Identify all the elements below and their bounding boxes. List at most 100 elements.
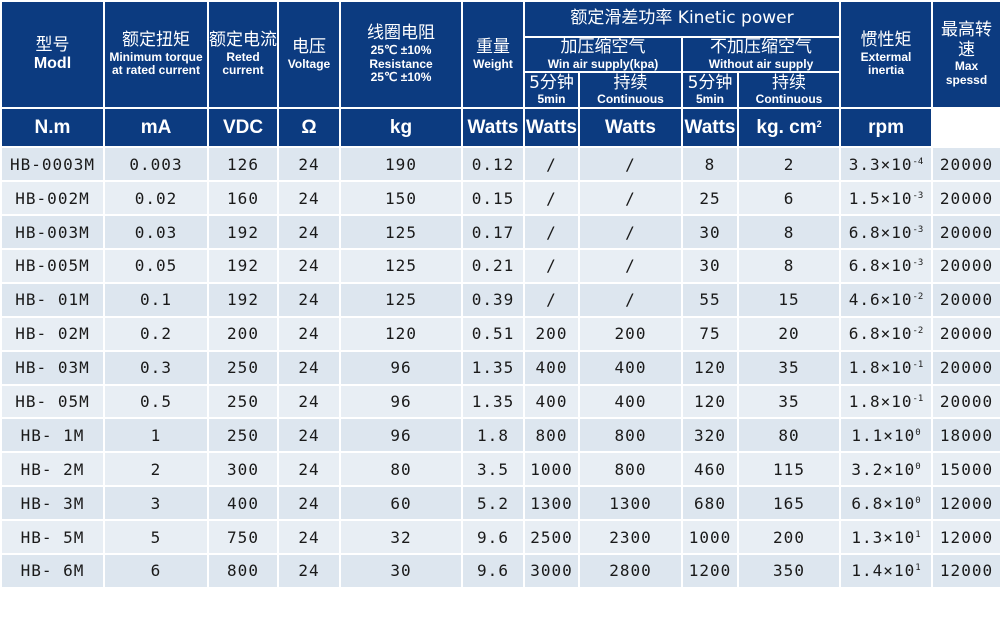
header-with-air-5min: 5分钟 5min: [523, 71, 580, 110]
cell-current: 800: [207, 553, 279, 589]
unit-with-air-continuous: Watts: [523, 107, 580, 149]
cell-model: HB- 03M: [0, 349, 105, 386]
header-without-air-continuous: 持续 Continuous: [736, 71, 842, 110]
table-row: HB-003M 0.03 192 24 125 0.17 / / 30 8 6.…: [0, 214, 1000, 251]
cell-with-air-5min: 400: [523, 383, 580, 420]
cell-without-air-5min: 1000: [681, 519, 739, 556]
cell-without-air-5min: 25: [681, 180, 739, 217]
table-row: HB- 2M 2 300 24 80 3.5 1000 800 460 115 …: [0, 451, 1000, 488]
cell-torque: 5: [103, 519, 209, 556]
cell-current: 126: [207, 146, 279, 183]
cell-without-air-5min: 320: [681, 417, 739, 454]
cell-inertia: 3.3×10-4: [839, 146, 934, 183]
cell-weight: 1.8: [461, 417, 525, 454]
cell-without-air-continuous: 80: [736, 417, 842, 454]
cell-model: HB- 6M: [0, 553, 105, 589]
cell-weight: 1.35: [461, 383, 525, 420]
cell-current: 192: [207, 281, 279, 318]
unit-inertia: kg. cm2: [736, 107, 842, 149]
cell-without-air-5min: 680: [681, 485, 739, 522]
header-without-air-5min: 5分钟 5min: [681, 71, 739, 110]
cell-torque: 3: [103, 485, 209, 522]
unit-speed: rpm: [839, 107, 934, 149]
cell-current: 300: [207, 451, 279, 488]
cell-model: HB- 3M: [0, 485, 105, 522]
unit-row: N.m mA VDC Ω kg Watts Watts Watts Watts …: [0, 107, 1000, 149]
cell-weight: 3.5: [461, 451, 525, 488]
spec-table: 型号 Modl 额定扭矩 Minimum torque at rated cur…: [0, 0, 1000, 589]
cell-without-air-5min: 120: [681, 349, 739, 386]
cell-torque: 0.3: [103, 349, 209, 386]
cell-current: 192: [207, 248, 279, 284]
cell-with-air-5min: /: [523, 281, 580, 318]
table-row: HB-002M 0.02 160 24 150 0.15 / / 25 6 1.…: [0, 180, 1000, 217]
cell-without-air-5min: 1200: [681, 553, 739, 589]
cell-without-air-continuous: 350: [736, 553, 842, 589]
cell-without-air-5min: 120: [681, 383, 739, 420]
cell-without-air-continuous: 15: [736, 281, 842, 318]
table-header: 型号 Modl 额定扭矩 Minimum torque at rated cur…: [0, 0, 1000, 149]
cell-speed: 20000: [931, 315, 1000, 352]
cell-with-air-5min: 800: [523, 417, 580, 454]
cell-model: HB-002M: [0, 180, 105, 217]
cell-without-air-5min: 30: [681, 248, 739, 284]
cell-resistance: 150: [339, 180, 463, 217]
cell-model: HB-0003M: [0, 146, 105, 183]
cell-with-air-continuous: 800: [578, 417, 683, 454]
header-model: 型号 Modl: [0, 0, 105, 110]
cell-weight: 0.51: [461, 315, 525, 352]
cell-with-air-continuous: 200: [578, 315, 683, 352]
cell-voltage: 24: [277, 281, 341, 318]
cell-current: 160: [207, 180, 279, 217]
cell-without-air-5min: 30: [681, 214, 739, 251]
cell-model: HB- 05M: [0, 383, 105, 420]
unit-resistance: Ω: [277, 107, 341, 149]
cell-voltage: 24: [277, 349, 341, 386]
cell-with-air-5min: 400: [523, 349, 580, 386]
cell-without-air-continuous: 20: [736, 315, 842, 352]
cell-weight: 9.6: [461, 519, 525, 556]
cell-torque: 6: [103, 553, 209, 589]
cell-with-air-continuous: 2300: [578, 519, 683, 556]
cell-without-air-continuous: 6: [736, 180, 842, 217]
header-kinetic-power: 额定滑差功率 Kinetic power: [522, 0, 842, 38]
cell-speed: 20000: [931, 349, 1000, 386]
cell-voltage: 24: [277, 553, 341, 589]
header-with-air-continuous: 持续 Continuous: [578, 71, 683, 110]
cell-without-air-5min: 8: [681, 146, 739, 183]
cell-inertia: 6.8×100: [839, 485, 934, 522]
cell-without-air-5min: 55: [681, 281, 739, 318]
table-row: HB- 1M 1 250 24 96 1.8 800 800 320 80 1.…: [0, 417, 1000, 454]
cell-resistance: 190: [339, 146, 463, 183]
cell-model: HB- 5M: [0, 519, 105, 556]
cell-current: 250: [207, 383, 279, 420]
cell-without-air-continuous: 8: [736, 214, 842, 251]
cell-inertia: 1.1×100: [839, 417, 934, 454]
cell-model: HB- 1M: [0, 417, 105, 454]
unit-without-air-5min: Watts: [578, 107, 683, 149]
cell-resistance: 96: [339, 417, 463, 454]
cell-with-air-5min: 2500: [523, 519, 580, 556]
header-without-air: 不加压缩空气 Without air supply: [680, 35, 842, 74]
cell-speed: 20000: [931, 248, 1000, 284]
header-inertia: 惯性矩 Extermal inertia: [839, 0, 934, 110]
cell-speed: 12000: [931, 553, 1000, 589]
cell-voltage: 24: [277, 417, 341, 454]
cell-with-air-continuous: /: [578, 214, 683, 251]
cell-speed: 20000: [931, 383, 1000, 420]
cell-torque: 0.1: [103, 281, 209, 318]
cell-with-air-continuous: /: [578, 146, 683, 183]
cell-with-air-continuous: /: [578, 281, 683, 318]
cell-model: HB- 01M: [0, 281, 105, 318]
cell-current: 200: [207, 315, 279, 352]
cell-without-air-continuous: 200: [736, 519, 842, 556]
cell-weight: 0.39: [461, 281, 525, 318]
cell-without-air-continuous: 2: [736, 146, 842, 183]
cell-speed: 15000: [931, 451, 1000, 488]
table-row: HB-005M 0.05 192 24 125 0.21 / / 30 8 6.…: [0, 248, 1000, 284]
cell-voltage: 24: [277, 485, 341, 522]
unit-with-air-5min: Watts: [461, 107, 525, 149]
cell-torque: 0.05: [103, 248, 209, 284]
cell-voltage: 24: [277, 180, 341, 217]
unit-current: mA: [103, 107, 209, 149]
